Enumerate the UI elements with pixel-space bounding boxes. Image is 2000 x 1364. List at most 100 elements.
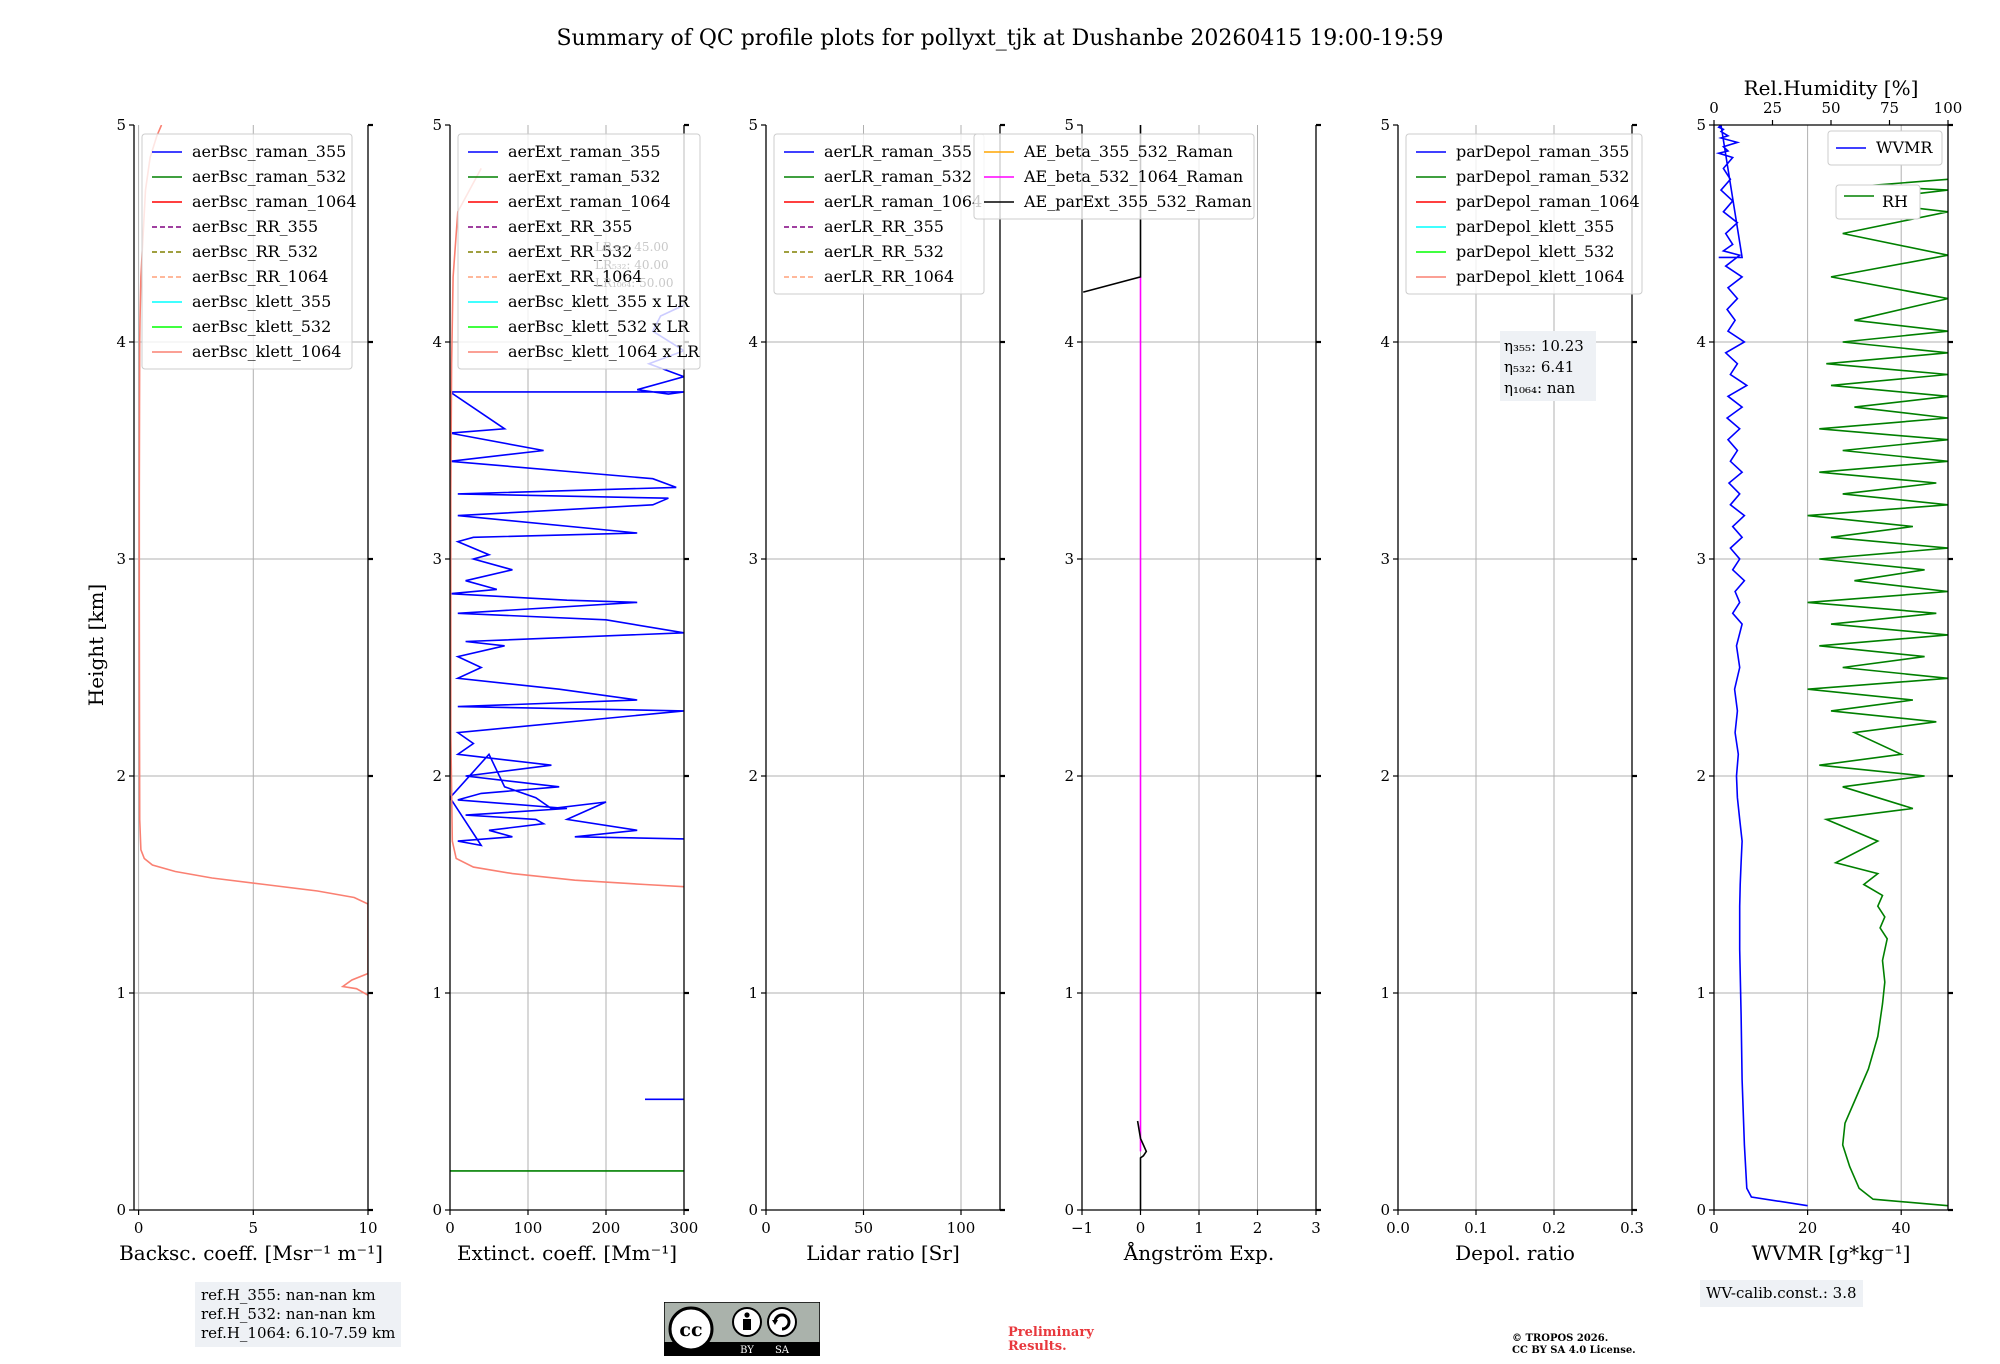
cc-license-badge: cc BY SA — [664, 1302, 820, 1356]
top-x-tick-label: 50 — [1821, 99, 1840, 117]
legend-frame-rh — [1835, 184, 1921, 220]
wv-calibration-constant: WV-calib.const.: 3.8 — [1706, 1284, 1857, 1302]
top-x-axis-label: Rel.Humidity [%] — [1744, 76, 1919, 100]
lidar-ratio-annotation: LR₅₃₂: 40.00 — [595, 258, 669, 272]
x-axis-label: Backsc. coeff. [Msr⁻¹ m⁻¹] — [119, 1241, 383, 1265]
x-tick-label: 5 — [249, 1219, 259, 1237]
legend-entry: aerExt_raman_355 — [508, 142, 661, 161]
legend-entry: aerExt_RR_1064 — [508, 267, 643, 286]
series-group — [1715, 125, 1948, 1207]
legend-entry: aerLR_RR_1064 — [824, 267, 954, 286]
x-tick-label: 0.0 — [1386, 1219, 1410, 1237]
legend-entry: aerExt_raman_532 — [508, 167, 661, 186]
y-tick-label: 5 — [748, 116, 758, 134]
panel-1: 0 1 2 3 4 5 0 5 10 Backsc. coeff. [Msr⁻¹ m⁻¹] aerB… — [116, 116, 382, 1265]
y-tick-label: 3 — [1696, 550, 1706, 568]
legend-entry: aerBsc_klett_355 — [192, 292, 331, 311]
legend-entry: aerBsc_raman_355 — [192, 142, 346, 161]
x-tick-label: 10 — [358, 1219, 377, 1237]
copyright-line-2: CC BY SA 4.0 License. — [1512, 1345, 1636, 1356]
x-tick-label: 3 — [1311, 1219, 1321, 1237]
y-tick-label: 1 — [1380, 984, 1390, 1002]
y-tick-label: 2 — [432, 767, 442, 785]
y-tick-label: 0 — [116, 1201, 126, 1219]
y-tick-label: 1 — [116, 984, 126, 1002]
legend-entry: parDepol_raman_532 — [1456, 167, 1629, 186]
legend-entry: aerBsc_RR_1064 — [192, 267, 328, 286]
legend-entry: aerBsc_klett_532 x LR — [508, 317, 690, 336]
x-axis-label: Lidar ratio [Sr] — [806, 1241, 960, 1265]
y-tick-label: 5 — [1064, 116, 1074, 134]
y-tick-label: 4 — [116, 333, 126, 351]
y-tick-label: 4 — [432, 333, 442, 351]
legend-entry: aerLR_raman_532 — [824, 167, 972, 186]
y-tick-label: 5 — [432, 116, 442, 134]
by-label: BY — [740, 1345, 754, 1356]
legend-frame — [1405, 133, 1643, 295]
legend-entry: aerBsc_raman_532 — [192, 167, 346, 186]
legend-entry: aerExt_raman_1064 — [508, 192, 671, 211]
cc-logo-icon — [668, 1306, 714, 1352]
y-tick-label: 2 — [1696, 767, 1706, 785]
y-tick-label: 2 — [748, 767, 758, 785]
top-x-tick-label: 100 — [1934, 99, 1963, 117]
series-line-aerExt_raman_355 — [450, 304, 684, 847]
x-tick-label: 100 — [947, 1219, 976, 1237]
legend-frame — [141, 133, 353, 370]
x-tick-label: 0 — [445, 1219, 455, 1237]
y-tick-label: 5 — [116, 116, 126, 134]
x-tick-label: 0 — [1709, 1219, 1719, 1237]
legend-entry: aerBsc_klett_532 — [192, 317, 331, 336]
legend-entry: WVMR — [1876, 138, 1933, 157]
y-tick-label: 0 — [748, 1201, 758, 1219]
legend-entry: aerBsc_klett_1064 — [192, 342, 341, 361]
top-x-tick-label: 25 — [1763, 99, 1782, 117]
x-axis-label: WVMR [g*kg⁻¹] — [1752, 1241, 1911, 1265]
x-tick-label: 0.2 — [1542, 1219, 1566, 1237]
x-axis-label: Ångström Exp. — [1123, 1240, 1274, 1265]
series-group — [1082, 125, 1148, 1210]
y-tick-label: 1 — [1064, 984, 1074, 1002]
copyright-note: © TROPOS 2026. CC BY SA 4.0 License. — [1512, 1333, 1636, 1357]
y-tick-label: 1 — [748, 984, 758, 1002]
series-line-WVMR — [1715, 125, 1808, 1207]
legend-entry: AE_beta_532_1064_Raman — [1023, 167, 1243, 186]
y-tick-label: 2 — [116, 767, 126, 785]
preliminary-results-note: Preliminary Results. — [1008, 1326, 1094, 1354]
preliminary-line-1: Preliminary — [1008, 1325, 1094, 1340]
y-tick-label: 0 — [1380, 1201, 1390, 1219]
legend-entry: aerBsc_RR_355 — [192, 217, 318, 236]
y-tick-label: 4 — [748, 333, 758, 351]
x-tick-label: 0.1 — [1464, 1219, 1488, 1237]
y-tick-label: 4 — [1696, 333, 1706, 351]
legend-entry: aerBsc_raman_1064 — [192, 192, 357, 211]
legend-entry: parDepol_klett_355 — [1456, 217, 1614, 236]
legend-entry: aerLR_RR_532 — [824, 242, 944, 261]
x-tick-label: 0 — [761, 1219, 771, 1237]
y-tick-label: 5 — [1380, 116, 1390, 134]
x-tick-label: 40 — [1892, 1219, 1911, 1237]
legend-entry: AE_parExt_355_532_Raman — [1023, 192, 1252, 211]
legend-frame — [973, 133, 1255, 220]
legend: AE_beta_355_532_Raman AE_beta_532_1064_Ra… — [973, 133, 1255, 220]
ref-height-532: ref.H_532: nan-nan km — [201, 1305, 376, 1323]
eta-annotation: η₁₀₆₄: nan — [1504, 379, 1575, 397]
legend: aerExt_raman_355 aerExt_raman_532 aerExt_r… — [457, 133, 701, 370]
top-x-tick-label: 0 — [1709, 99, 1719, 117]
legend-entry: aerBsc_RR_532 — [192, 242, 318, 261]
legend-entry: RH — [1882, 192, 1908, 211]
reference-height-box: ref.H_355: nan-nan km ref.H_532: nan-nan… — [195, 1282, 402, 1347]
panel-5: 0 1 2 3 4 5 0.0 0.1 0.2 0.3 Depol. ratio parDepol_r… — [1380, 116, 1643, 1265]
x-tick-label: 0 — [1136, 1219, 1146, 1237]
x-tick-label: 100 — [514, 1219, 543, 1237]
y-tick-label: 0 — [1696, 1201, 1706, 1219]
eta-annotation: η₃₅₅: 10.23 — [1504, 337, 1584, 355]
ref-height-1064: ref.H_1064: 6.10-7.59 km — [201, 1324, 396, 1342]
y-tick-label: 1 — [432, 984, 442, 1002]
x-tick-label: 0.3 — [1620, 1219, 1644, 1237]
series-group — [450, 168, 684, 1172]
